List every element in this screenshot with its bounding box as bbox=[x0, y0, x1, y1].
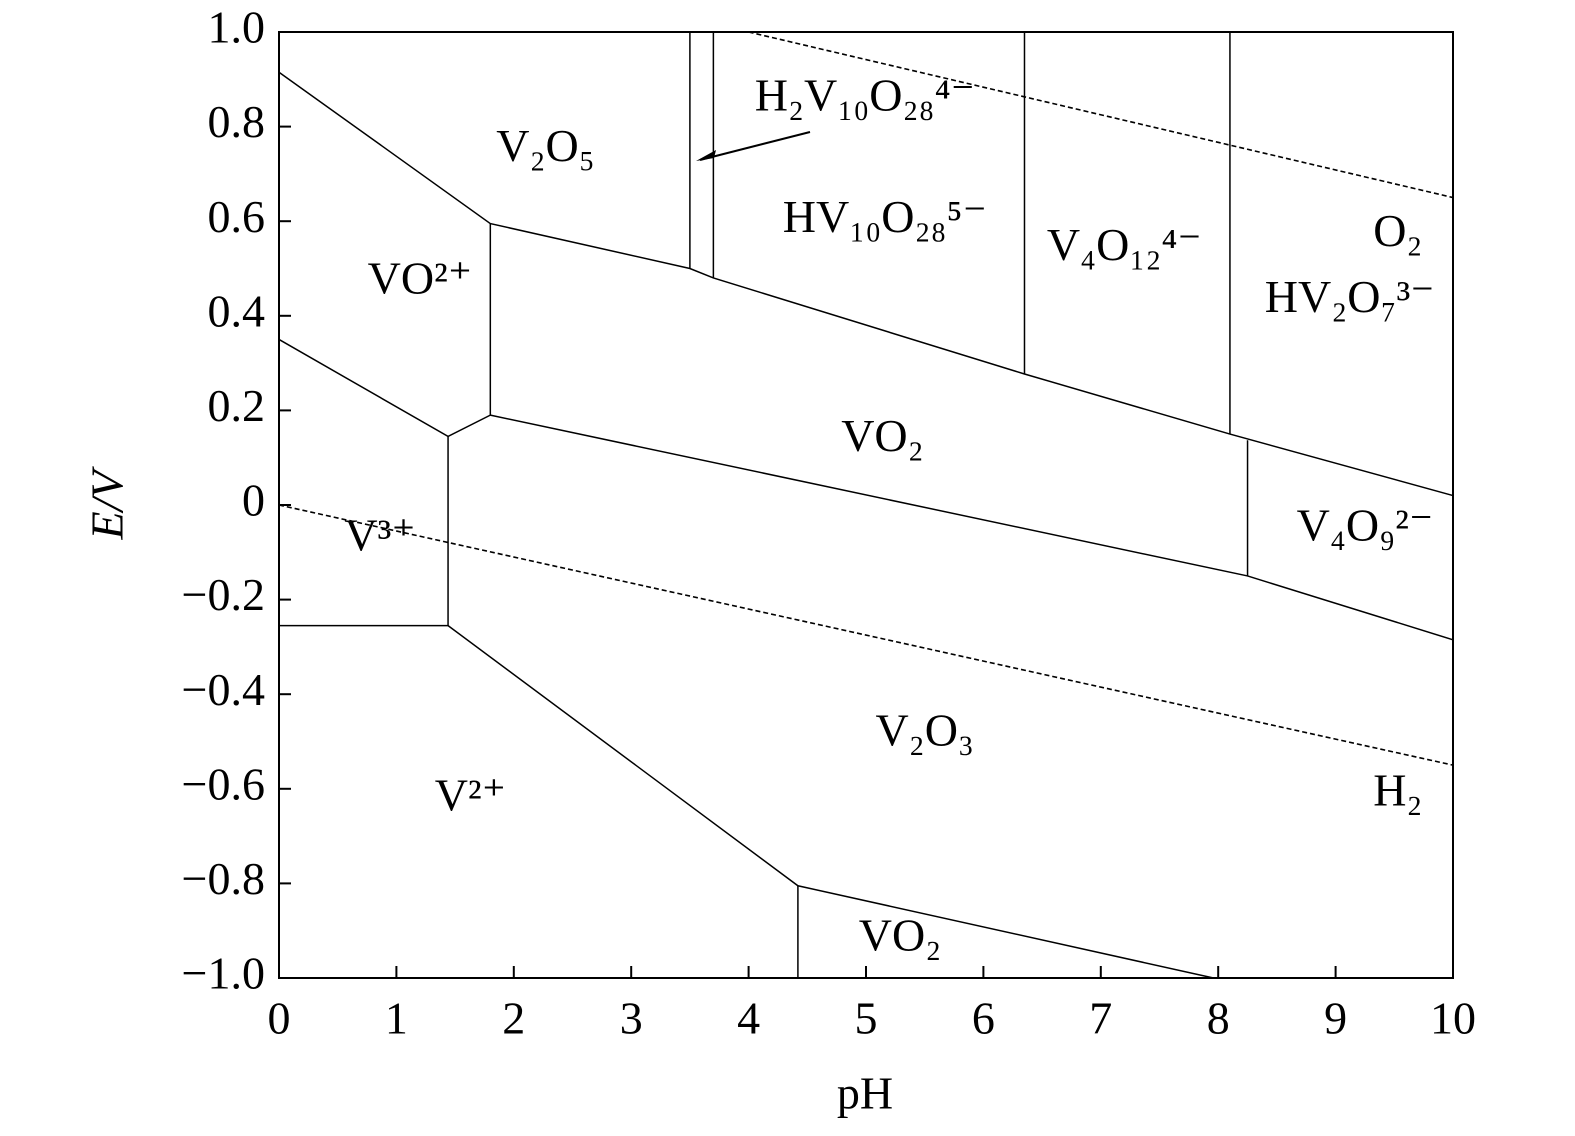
x-axis-label: pH bbox=[837, 1068, 893, 1119]
y-tick-label: −0.4 bbox=[182, 664, 265, 715]
region-label: HV₁₀O₂₈⁵⁻ bbox=[783, 191, 987, 242]
y-tick-label: −0.8 bbox=[182, 853, 265, 904]
x-tick-label: 1 bbox=[385, 993, 408, 1044]
x-tick-label: 10 bbox=[1430, 993, 1476, 1044]
x-tick-label: 2 bbox=[502, 993, 525, 1044]
x-tick-label: 6 bbox=[972, 993, 995, 1044]
region-label: VO₂ bbox=[859, 910, 941, 961]
x-tick-label: 3 bbox=[620, 993, 643, 1044]
y-tick-label: 0.6 bbox=[208, 191, 266, 242]
region-label: V₄O₁₂⁴⁻ bbox=[1047, 219, 1202, 270]
annotation-arrow bbox=[699, 131, 811, 161]
dashed-boundary bbox=[278, 504, 1454, 766]
dashed-boundary bbox=[748, 31, 1454, 199]
y-tick-label: 0.2 bbox=[208, 380, 266, 431]
arrow-head bbox=[696, 150, 716, 161]
region-label: O₂ bbox=[1373, 205, 1422, 256]
y-tick-label: −1.0 bbox=[182, 948, 265, 999]
x-tick-label: 7 bbox=[1089, 993, 1112, 1044]
region-label: V₂O₃ bbox=[875, 704, 974, 755]
x-tick-label: 0 bbox=[268, 993, 291, 1044]
region-label: V²⁺ bbox=[435, 770, 506, 821]
x-tick-label: 4 bbox=[737, 993, 760, 1044]
x-tick-label: 8 bbox=[1207, 993, 1230, 1044]
region-label: VO²⁺ bbox=[368, 252, 473, 303]
y-tick-label: 1.0 bbox=[208, 2, 266, 53]
region-label: HV₂O₇³⁻ bbox=[1265, 271, 1435, 322]
y-tick-label: 0.4 bbox=[208, 285, 266, 336]
x-tick-label: 5 bbox=[855, 993, 878, 1044]
region-label: H₂ bbox=[1373, 765, 1422, 816]
y-tick-label: 0 bbox=[242, 475, 265, 526]
y-tick-label: 0.8 bbox=[208, 96, 266, 147]
region-label: V³⁺ bbox=[344, 510, 415, 561]
boundary-line bbox=[278, 338, 491, 438]
boundary-line bbox=[447, 625, 1214, 979]
y-tick-label: −0.2 bbox=[182, 569, 265, 620]
plot-frame bbox=[278, 31, 1454, 979]
y-axis-label: E/V bbox=[82, 466, 133, 541]
region-label: H₂V₁₀O₂₈⁴⁻ bbox=[755, 70, 975, 121]
region-label: V₂O₅ bbox=[496, 120, 595, 171]
region-label: V₄O₉²⁻ bbox=[1297, 500, 1434, 551]
x-tick-label: 9 bbox=[1324, 993, 1347, 1044]
y-tick-label: −0.6 bbox=[182, 758, 265, 809]
region-label: VO₂ bbox=[841, 410, 923, 461]
